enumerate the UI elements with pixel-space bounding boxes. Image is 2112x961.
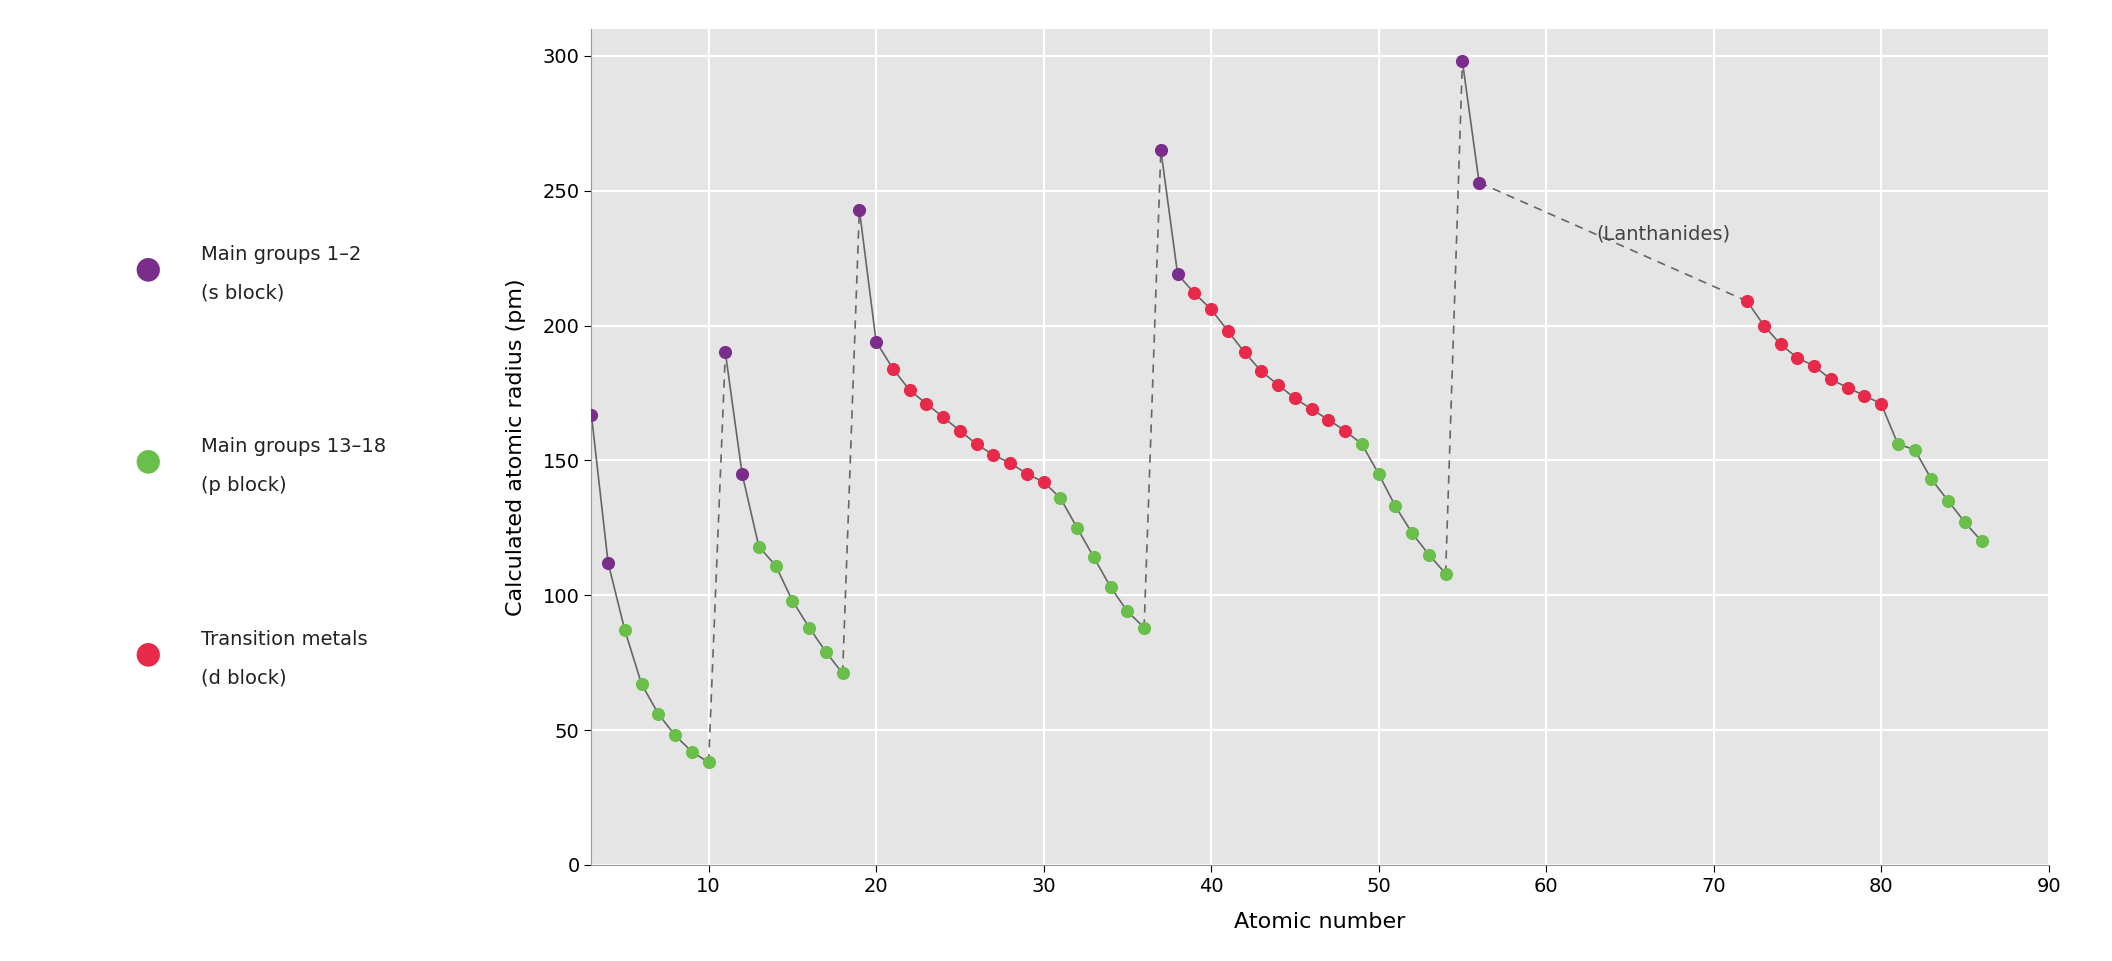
Point	[724, 466, 758, 481]
Point	[1445, 54, 1478, 69]
Point	[1210, 323, 1244, 338]
Point	[1462, 175, 1495, 190]
Point	[976, 447, 1010, 462]
Point	[1010, 466, 1043, 481]
Text: (p block): (p block)	[201, 476, 287, 495]
Point	[1797, 358, 1831, 374]
Point	[1193, 302, 1227, 317]
Text: ●: ●	[135, 447, 161, 476]
Point	[893, 382, 927, 398]
Point	[1865, 396, 1899, 411]
Point	[1848, 388, 1882, 404]
Point	[1295, 402, 1328, 417]
Point	[792, 620, 826, 635]
X-axis label: Atomic number: Atomic number	[1233, 912, 1407, 932]
Point	[708, 345, 741, 360]
Point	[1043, 490, 1077, 505]
Point	[1128, 620, 1162, 635]
Point	[1899, 442, 1932, 457]
Point	[1930, 493, 1964, 508]
Y-axis label: Calculated atomic radius (pm): Calculated atomic radius (pm)	[505, 278, 526, 616]
Point	[1345, 436, 1379, 452]
Point	[1145, 142, 1178, 158]
Point	[741, 539, 775, 554]
Point	[1764, 336, 1797, 352]
Point	[910, 396, 944, 411]
Point	[1026, 474, 1060, 489]
Text: ●: ●	[135, 639, 161, 668]
Point	[693, 754, 727, 770]
Point	[1362, 466, 1396, 481]
Text: Main groups 13–18: Main groups 13–18	[201, 437, 386, 456]
Text: Main groups 1–2: Main groups 1–2	[201, 245, 361, 264]
Point	[826, 666, 860, 681]
Text: (Lanthanides): (Lanthanides)	[1597, 224, 1730, 243]
Point	[1162, 266, 1195, 282]
Point	[676, 744, 710, 759]
Point	[1947, 515, 1981, 530]
Point	[927, 409, 961, 425]
Point	[1379, 499, 1413, 514]
Point	[1244, 363, 1278, 379]
Point	[1964, 533, 1998, 549]
Point	[1780, 350, 1814, 365]
Point	[1328, 423, 1362, 438]
Point	[1077, 550, 1111, 565]
Point	[608, 623, 642, 638]
Point	[1278, 390, 1312, 406]
Point	[942, 423, 976, 438]
Point	[1111, 604, 1145, 619]
Point	[625, 677, 659, 692]
Point	[809, 644, 843, 659]
Point	[1261, 377, 1295, 392]
Point	[642, 706, 676, 722]
Point	[591, 555, 625, 571]
Text: (s block): (s block)	[201, 283, 283, 303]
Point	[1913, 472, 1947, 487]
Point	[574, 407, 608, 422]
Point	[1814, 372, 1848, 387]
Point	[1227, 345, 1261, 360]
Point	[1831, 380, 1865, 395]
Point	[1178, 285, 1212, 301]
Point	[1413, 547, 1447, 562]
Point	[876, 361, 910, 377]
Point	[1428, 566, 1462, 581]
Point	[1060, 520, 1094, 535]
Point	[993, 456, 1026, 471]
Text: Transition metals: Transition metals	[201, 629, 367, 649]
Point	[1730, 293, 1764, 308]
Point	[1882, 436, 1916, 452]
Point	[758, 557, 792, 573]
Point	[843, 202, 876, 217]
Text: ●: ●	[135, 255, 161, 283]
Text: (d block): (d block)	[201, 668, 287, 687]
Point	[1312, 412, 1345, 428]
Point	[775, 593, 809, 608]
Point	[1094, 579, 1128, 595]
Point	[860, 334, 893, 350]
Point	[1396, 526, 1430, 541]
Point	[959, 436, 993, 452]
Point	[659, 727, 693, 743]
Point	[1747, 318, 1780, 333]
